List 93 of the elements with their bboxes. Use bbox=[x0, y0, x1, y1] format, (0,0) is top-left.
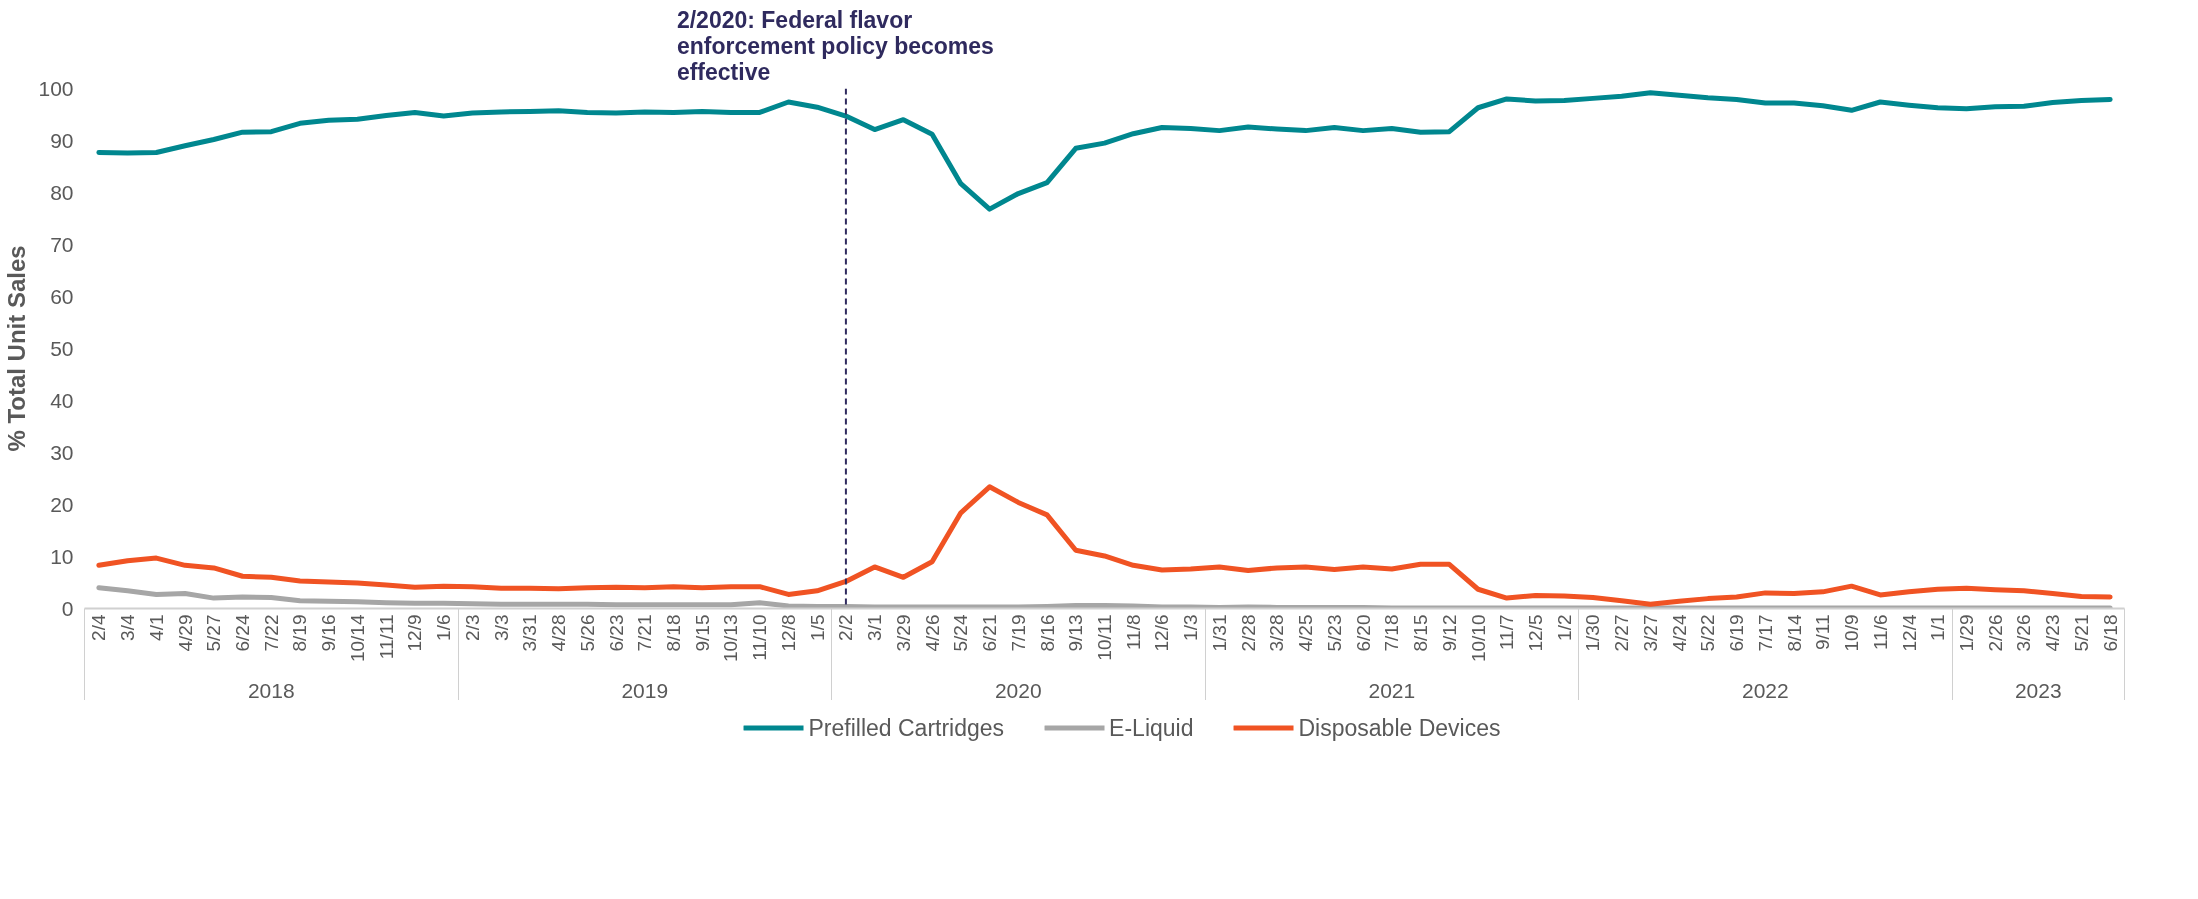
x-tick-label: 6/19 bbox=[1726, 614, 1748, 652]
x-tick-label: 8/19 bbox=[289, 614, 311, 652]
x-tick-label: 10/13 bbox=[720, 614, 742, 663]
x-tick-label: 9/11 bbox=[1812, 614, 1834, 651]
x-tick-label: 7/17 bbox=[1754, 614, 1776, 652]
x-tick-label: 7/21 bbox=[634, 614, 656, 652]
legend-label: E-Liquid bbox=[1109, 714, 1194, 741]
x-tick-label: 4/26 bbox=[921, 614, 943, 652]
x-tick-label: 12/9 bbox=[404, 614, 426, 652]
x-tick-label: 1/6 bbox=[433, 614, 455, 641]
x-tick-label: 9/16 bbox=[318, 614, 340, 652]
x-tick-label: 4/29 bbox=[174, 614, 196, 652]
x-tick-label: 5/26 bbox=[576, 614, 598, 652]
x-tick-label: 6/20 bbox=[1352, 614, 1374, 652]
x-tick-label: 2/3 bbox=[461, 614, 483, 641]
x-tick-label: 5/27 bbox=[203, 614, 225, 652]
x-tick-label: 12/6 bbox=[1151, 614, 1173, 652]
x-tick-label: 9/13 bbox=[1065, 614, 1087, 652]
x-tick-label: 1/3 bbox=[1180, 614, 1202, 641]
x-tick-label: 7/18 bbox=[1381, 614, 1403, 652]
x-tick-label: 10/14 bbox=[346, 614, 368, 663]
x-tick-label: 4/25 bbox=[1295, 614, 1317, 652]
x-tick-label: 1/1 bbox=[1927, 614, 1949, 641]
text: 2023 bbox=[2014, 678, 2062, 702]
x-tick-label: 8/14 bbox=[1783, 614, 1805, 652]
x-tick-label: 2/4 bbox=[88, 614, 110, 641]
x-tick-label: 1/31 bbox=[1208, 614, 1230, 652]
x-tick-label: 4/23 bbox=[2042, 614, 2064, 652]
text: 2022 bbox=[1741, 678, 1789, 702]
x-tick-label: 4/1 bbox=[145, 614, 167, 641]
x-tick-label: 11/6 bbox=[1869, 614, 1891, 651]
ref-line-label: 2/2020: Federal flavor enforcement policy becomes effective bbox=[676, 6, 994, 85]
y-tick-label: 30 bbox=[50, 440, 74, 464]
x-tick-label: 1/29 bbox=[1955, 614, 1977, 652]
x-tick-label: 3/3 bbox=[490, 614, 512, 641]
x-tick-label: 9/12 bbox=[1438, 614, 1460, 652]
x-tick-label: 3/29 bbox=[892, 614, 914, 652]
x-tick-label: 2/2 bbox=[835, 614, 857, 641]
x-tick-label: 3/28 bbox=[1266, 614, 1288, 652]
x-tick-label: 6/24 bbox=[232, 614, 254, 652]
x-tick-label: 2/26 bbox=[1984, 614, 2006, 652]
x-tick-label: 1/2 bbox=[1553, 614, 1575, 641]
y-tick-label: 40 bbox=[50, 388, 74, 412]
legend-label: Prefilled Cartridges bbox=[808, 714, 1005, 741]
y-tick-label: 80 bbox=[50, 180, 74, 204]
x-tick-label: 10/10 bbox=[1467, 614, 1489, 663]
x-tick-label: 8/16 bbox=[1036, 614, 1058, 652]
text: 2018 bbox=[247, 678, 295, 702]
x-tick-label: 5/22 bbox=[1697, 614, 1719, 652]
x-tick-label: 2/28 bbox=[1237, 614, 1259, 652]
y-axis-title: % Total Unit Sales bbox=[3, 245, 31, 452]
x-tick-label: 8/15 bbox=[1410, 614, 1432, 652]
y-tick-label: 100 bbox=[38, 76, 74, 100]
x-tick-label: 3/31 bbox=[519, 614, 541, 652]
x-tick-label: 7/22 bbox=[260, 614, 282, 652]
x-tick-label: 3/4 bbox=[117, 614, 139, 641]
x-tick-label: 7/19 bbox=[1007, 614, 1029, 652]
x-tick-label: 12/8 bbox=[777, 614, 799, 652]
x-tick-label: 6/21 bbox=[979, 614, 1001, 652]
legend-label: Disposable Devices bbox=[1298, 714, 1501, 741]
x-tick-label: 5/21 bbox=[2070, 614, 2092, 652]
x-tick-label: 1/5 bbox=[806, 614, 828, 641]
y-tick-label: 10 bbox=[50, 544, 74, 568]
text: 2021 bbox=[1368, 678, 1416, 702]
x-tick-label: 8/18 bbox=[663, 614, 685, 652]
y-tick-label: 70 bbox=[50, 232, 74, 256]
x-tick-label: 9/15 bbox=[691, 614, 713, 652]
x-tick-label: 3/1 bbox=[864, 614, 886, 641]
x-tick-label: 11/11 bbox=[375, 614, 397, 660]
y-tick-label: 60 bbox=[50, 284, 74, 308]
y-tick-label: 20 bbox=[50, 492, 74, 516]
x-tick-label: 11/8 bbox=[1122, 614, 1144, 651]
x-tick-label: 10/11 bbox=[1094, 614, 1115, 661]
x-tick-label: 1/30 bbox=[1582, 614, 1604, 652]
x-tick-label: 10/9 bbox=[1841, 614, 1863, 652]
x-tick-label: 5/23 bbox=[1323, 614, 1345, 652]
x-tick-label: 5/24 bbox=[950, 614, 972, 652]
x-tick-label: 6/18 bbox=[2099, 614, 2121, 652]
y-tick-label: 0 bbox=[61, 596, 74, 620]
y-tick-label: 90 bbox=[50, 128, 74, 152]
x-tick-label: 4/24 bbox=[1668, 614, 1690, 652]
y-tick-label: 50 bbox=[50, 336, 74, 360]
x-tick-label: 12/5 bbox=[1524, 614, 1546, 652]
x-tick-label: 3/27 bbox=[1639, 614, 1661, 652]
x-tick-label: 12/4 bbox=[1898, 614, 1920, 652]
text: 2020 bbox=[994, 678, 1042, 702]
x-tick-label: 11/10 bbox=[749, 614, 771, 661]
x-tick-label: 4/28 bbox=[548, 614, 570, 652]
x-tick-label: 2/27 bbox=[1611, 614, 1633, 652]
text: 2019 bbox=[621, 678, 669, 702]
x-tick-label: 6/23 bbox=[605, 614, 627, 652]
x-tick-label: 3/26 bbox=[2013, 614, 2035, 652]
x-tick-label: 11/7 bbox=[1496, 614, 1518, 651]
